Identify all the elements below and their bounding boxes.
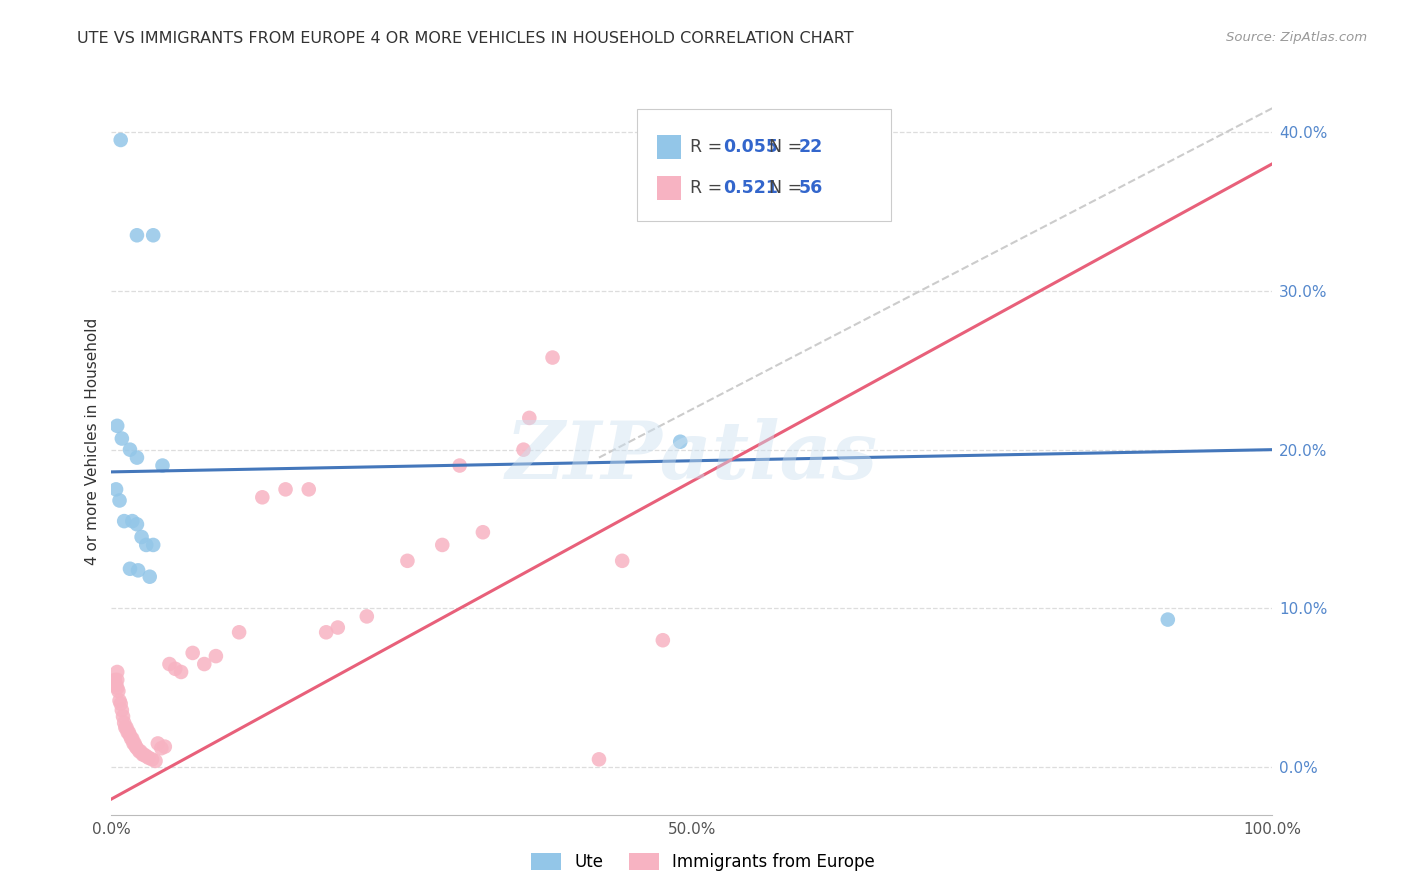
Point bbox=[135, 538, 157, 552]
Point bbox=[138, 750, 160, 764]
Point bbox=[110, 697, 132, 711]
Point bbox=[111, 432, 134, 446]
Point bbox=[432, 538, 454, 552]
Point bbox=[127, 563, 149, 577]
Point bbox=[651, 633, 673, 648]
Text: ZIPatlas: ZIPatlas bbox=[506, 417, 877, 495]
Point bbox=[105, 483, 128, 497]
Point bbox=[118, 729, 141, 743]
Point bbox=[396, 554, 419, 568]
Text: 56: 56 bbox=[799, 179, 824, 197]
Point bbox=[108, 693, 131, 707]
Point bbox=[111, 709, 134, 723]
Point bbox=[315, 625, 337, 640]
Point bbox=[112, 715, 135, 730]
Point bbox=[165, 662, 187, 676]
Point bbox=[135, 749, 157, 764]
Point bbox=[120, 731, 142, 746]
Point bbox=[170, 665, 193, 679]
Point bbox=[512, 442, 534, 457]
Point bbox=[252, 491, 274, 505]
Point bbox=[105, 673, 128, 687]
Text: UTE VS IMMIGRANTS FROM EUROPE 4 OR MORE VEHICLES IN HOUSEHOLD CORRELATION CHART: UTE VS IMMIGRANTS FROM EUROPE 4 OR MORE … bbox=[77, 31, 853, 46]
Point bbox=[131, 530, 153, 544]
Text: Source: ZipAtlas.com: Source: ZipAtlas.com bbox=[1226, 31, 1367, 45]
Point bbox=[121, 731, 143, 746]
Point bbox=[449, 458, 471, 473]
Point bbox=[121, 514, 143, 528]
Point bbox=[588, 752, 610, 766]
Point bbox=[132, 747, 155, 762]
Point bbox=[356, 609, 378, 624]
Point bbox=[111, 703, 134, 717]
Text: 22: 22 bbox=[799, 138, 824, 156]
Point bbox=[142, 538, 165, 552]
Point bbox=[125, 450, 148, 465]
Point bbox=[138, 570, 160, 584]
Text: 0.055: 0.055 bbox=[723, 138, 778, 156]
Point bbox=[117, 725, 139, 739]
Point bbox=[114, 721, 136, 735]
Point bbox=[105, 678, 128, 692]
Point bbox=[159, 657, 181, 671]
Point bbox=[125, 517, 148, 532]
Point bbox=[107, 684, 129, 698]
Point bbox=[129, 744, 152, 758]
Point bbox=[541, 351, 564, 365]
Point bbox=[150, 741, 173, 756]
Point bbox=[115, 721, 138, 735]
Legend: Ute, Immigrants from Europe: Ute, Immigrants from Europe bbox=[523, 845, 883, 880]
Point bbox=[193, 657, 215, 671]
Point bbox=[124, 736, 146, 750]
Point bbox=[105, 665, 128, 679]
Point bbox=[146, 736, 169, 750]
Point bbox=[128, 744, 150, 758]
Y-axis label: 4 or more Vehicles in Household: 4 or more Vehicles in Household bbox=[86, 318, 100, 566]
Point bbox=[142, 228, 165, 243]
Point bbox=[118, 562, 141, 576]
Point bbox=[110, 133, 132, 147]
Text: R =: R = bbox=[690, 138, 728, 156]
Point bbox=[205, 649, 228, 664]
Point bbox=[141, 752, 163, 766]
Point bbox=[132, 747, 155, 762]
Point bbox=[1157, 613, 1180, 627]
Point bbox=[118, 725, 141, 739]
Text: 0.521: 0.521 bbox=[723, 179, 778, 197]
Point bbox=[274, 483, 297, 497]
Point bbox=[125, 228, 148, 243]
Point bbox=[105, 681, 128, 695]
Text: N =: N = bbox=[769, 138, 807, 156]
Point bbox=[517, 410, 540, 425]
Point bbox=[152, 458, 174, 473]
Point bbox=[145, 754, 167, 768]
Point bbox=[298, 483, 321, 497]
Point bbox=[669, 434, 692, 449]
Point bbox=[125, 741, 148, 756]
Point bbox=[118, 442, 141, 457]
Text: R =: R = bbox=[690, 179, 728, 197]
Point bbox=[104, 673, 127, 687]
Point bbox=[125, 739, 148, 754]
Point bbox=[471, 525, 494, 540]
Text: N =: N = bbox=[769, 179, 807, 197]
Point bbox=[612, 554, 634, 568]
Point bbox=[181, 646, 204, 660]
Point bbox=[326, 621, 349, 635]
Point bbox=[105, 418, 128, 433]
Point bbox=[108, 493, 131, 508]
Point bbox=[228, 625, 250, 640]
Point bbox=[153, 739, 176, 754]
Point bbox=[122, 736, 145, 750]
Point bbox=[112, 514, 135, 528]
